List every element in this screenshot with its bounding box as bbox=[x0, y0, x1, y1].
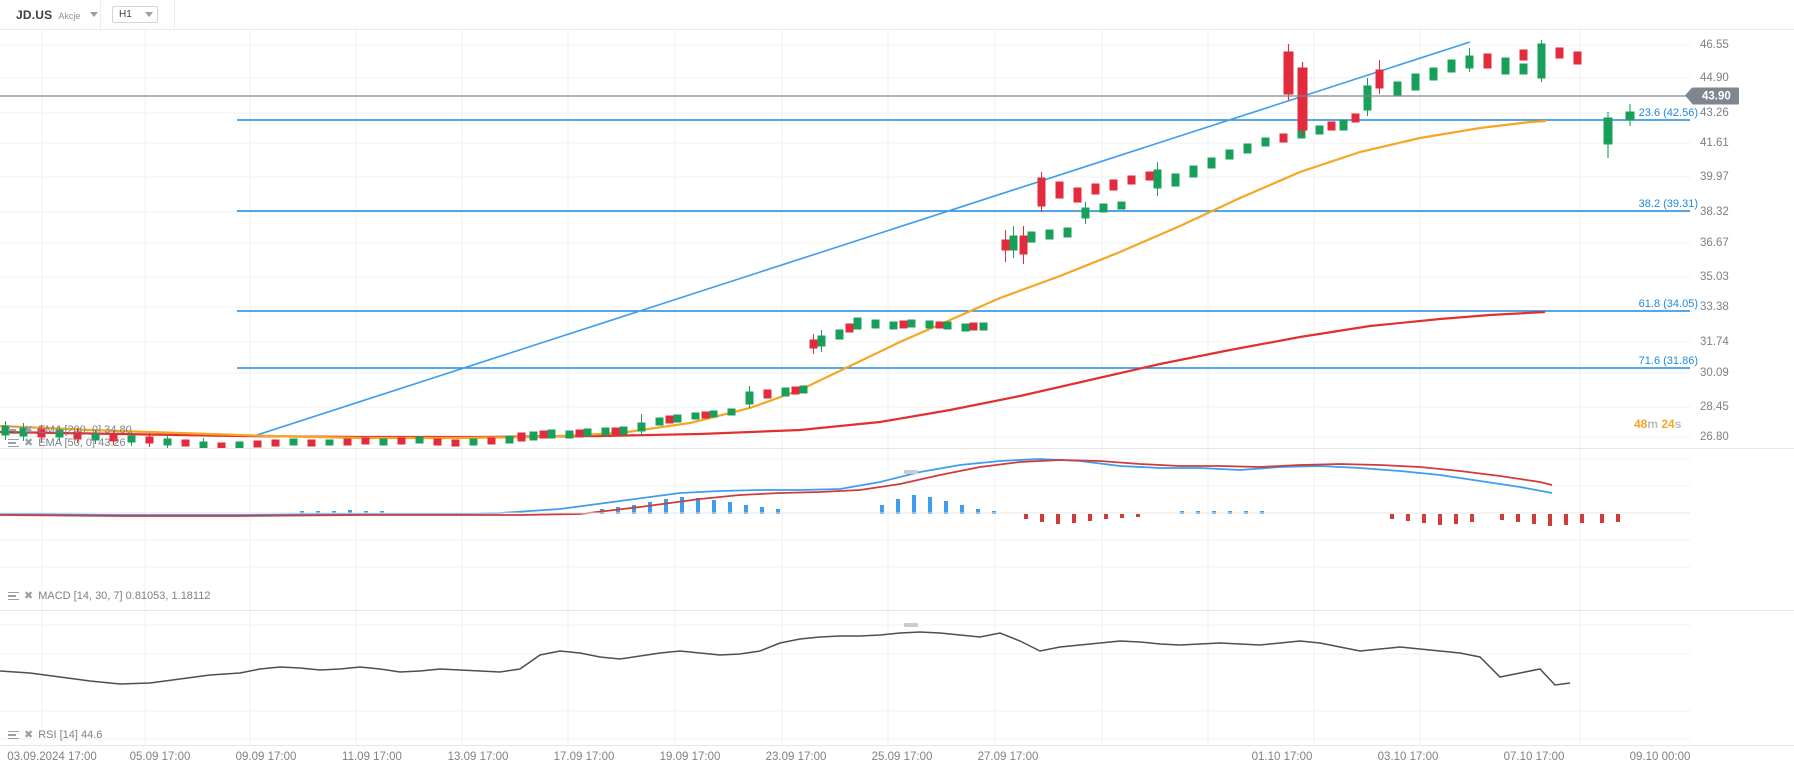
price-axis-label: 38.32 bbox=[1700, 206, 1729, 218]
close-icon[interactable]: ✖ bbox=[24, 423, 34, 436]
legend-ema200-label: EMA [200, 0] 34.80 bbox=[38, 424, 132, 436]
price-axis-label: 28.45 bbox=[1700, 401, 1729, 413]
gridlines-vertical bbox=[41, 449, 1581, 611]
legend-ema50-label: EMA [50, 0] 43.26 bbox=[38, 437, 126, 449]
time-tick: 25.09 17:00 bbox=[871, 751, 933, 763]
fib-label-38-2: 38.2 (39.31) bbox=[1638, 198, 1698, 210]
time-tick: 23.09 17:00 bbox=[765, 751, 827, 763]
fib-label-23-6: 23.6 (42.56) bbox=[1638, 107, 1698, 119]
rsi-pane[interactable]: 100.0 70.0 30.0 0.0 ✖ RSI [14] 44.6 bbox=[0, 610, 1794, 746]
time-tick: 09.10 00:00 bbox=[1629, 751, 1691, 763]
price-axis-label: 39.97 bbox=[1700, 171, 1729, 183]
macd-line bbox=[0, 458, 1553, 516]
macd-histogram bbox=[300, 495, 1620, 526]
macd-drag-handle bbox=[904, 470, 918, 474]
time-tick: 27.09 17:00 bbox=[977, 751, 1039, 763]
timeframe-selector[interactable]: H1 bbox=[112, 6, 158, 23]
legend-rsi-label: RSI [14] 44.6 bbox=[38, 729, 103, 741]
time-tick: 03.09.2024 17:00 bbox=[7, 751, 97, 763]
macd-plot[interactable] bbox=[0, 449, 1794, 611]
time-tick: 11.09 17:00 bbox=[342, 751, 402, 763]
price-axis-label: 44.90 bbox=[1700, 72, 1729, 84]
settings-lines-icon[interactable] bbox=[8, 591, 19, 602]
current-price-badge: 43.90 bbox=[1685, 87, 1739, 105]
legend-ema200[interactable]: ✖ EMA [200, 0] 34.80 bbox=[8, 424, 132, 436]
ema200-line bbox=[0, 310, 1546, 439]
gridlines-vertical bbox=[41, 611, 1581, 746]
time-tick: 07.10 17:00 bbox=[1503, 751, 1565, 763]
symbol-selector[interactable]: JD.US Akcje bbox=[0, 8, 100, 22]
price-axis-label: 33.38 bbox=[1700, 301, 1729, 313]
macd-signal-line bbox=[0, 459, 1553, 517]
time-tick: 19.09 17:00 bbox=[659, 751, 721, 763]
gridlines-horizontal bbox=[0, 44, 1690, 438]
fib-label-61-8: 61.8 (34.05) bbox=[1638, 298, 1698, 310]
chevron-down-icon[interactable] bbox=[90, 11, 99, 17]
legend-ema50[interactable]: ✖ EMA [50, 0] 43.26 bbox=[8, 437, 126, 449]
candle-countdown: 48m 24s bbox=[1634, 417, 1681, 431]
countdown-minutes-unit: m bbox=[1647, 417, 1659, 431]
price-axis-label: 31.74 bbox=[1700, 336, 1729, 348]
price-axis-label: 41.61 bbox=[1700, 137, 1729, 149]
price-axis-label: 43.26 bbox=[1700, 107, 1729, 119]
legend-macd[interactable]: ✖ MACD [14, 30, 7] 0.81053, 1.18112 bbox=[8, 590, 210, 602]
countdown-seconds: 24 bbox=[1661, 417, 1675, 431]
legend-macd-label: MACD [14, 30, 7] 0.81053, 1.18112 bbox=[38, 590, 211, 602]
price-axis-label: 46.55 bbox=[1700, 39, 1729, 51]
gridlines-horizontal bbox=[0, 624, 1690, 740]
chevron-down-icon[interactable] bbox=[145, 12, 153, 17]
countdown-seconds-unit: s bbox=[1674, 417, 1682, 431]
time-tick: 17.09 17:00 bbox=[553, 751, 615, 763]
instrument-type: Akcje bbox=[58, 10, 81, 21]
close-icon[interactable]: ✖ bbox=[24, 728, 34, 741]
fib-label-71-6: 71.6 (31.86) bbox=[1638, 355, 1698, 367]
time-axis[interactable]: 03.09.2024 17:00 05.09 17:00 09.09 17:00… bbox=[0, 745, 1794, 770]
time-tick: 03.10 17:00 bbox=[1377, 751, 1439, 763]
rsi-plot[interactable] bbox=[0, 611, 1794, 746]
settings-lines-icon[interactable] bbox=[8, 438, 19, 449]
settings-lines-icon[interactable] bbox=[8, 730, 19, 741]
time-tick: 09.09 17:00 bbox=[235, 751, 297, 763]
rsi-drag-handle bbox=[904, 623, 918, 627]
close-icon[interactable]: ✖ bbox=[24, 436, 34, 449]
time-tick: 05.09 17:00 bbox=[129, 751, 191, 763]
price-axis-label: 36.67 bbox=[1700, 237, 1729, 249]
price-plot[interactable] bbox=[0, 30, 1794, 448]
rsi-line bbox=[0, 631, 1571, 686]
trendline[interactable] bbox=[253, 41, 1471, 437]
fibonacci-levels bbox=[237, 119, 1690, 369]
timeframe-label: H1 bbox=[119, 9, 132, 20]
settings-lines-icon[interactable] bbox=[8, 425, 19, 436]
price-axis-label: 30.09 bbox=[1700, 367, 1729, 379]
ema50-line bbox=[0, 119, 1547, 440]
candlestick-series[interactable] bbox=[1, 40, 1635, 448]
macd-pane[interactable]: 2.65489 1.32744 0.00000 -1.32744 -2.6548… bbox=[0, 448, 1794, 611]
toolbar: JD.US Akcje H1 bbox=[0, 0, 1794, 30]
price-chart-pane[interactable]: 46.55 44.90 43.26 41.61 39.97 38.32 36.6… bbox=[0, 30, 1794, 449]
countdown-minutes: 48 bbox=[1634, 417, 1648, 431]
legend-rsi[interactable]: ✖ RSI [14] 44.6 bbox=[8, 729, 102, 741]
time-tick: 13.09 17:00 bbox=[447, 751, 509, 763]
symbol-name: JD.US bbox=[16, 7, 53, 22]
time-tick: 01.10 17:00 bbox=[1251, 751, 1313, 763]
price-axis-label: 26.80 bbox=[1700, 431, 1729, 443]
price-axis-label: 35.03 bbox=[1700, 271, 1729, 283]
close-icon[interactable]: ✖ bbox=[24, 589, 34, 602]
gridlines-vertical bbox=[41, 30, 1581, 448]
